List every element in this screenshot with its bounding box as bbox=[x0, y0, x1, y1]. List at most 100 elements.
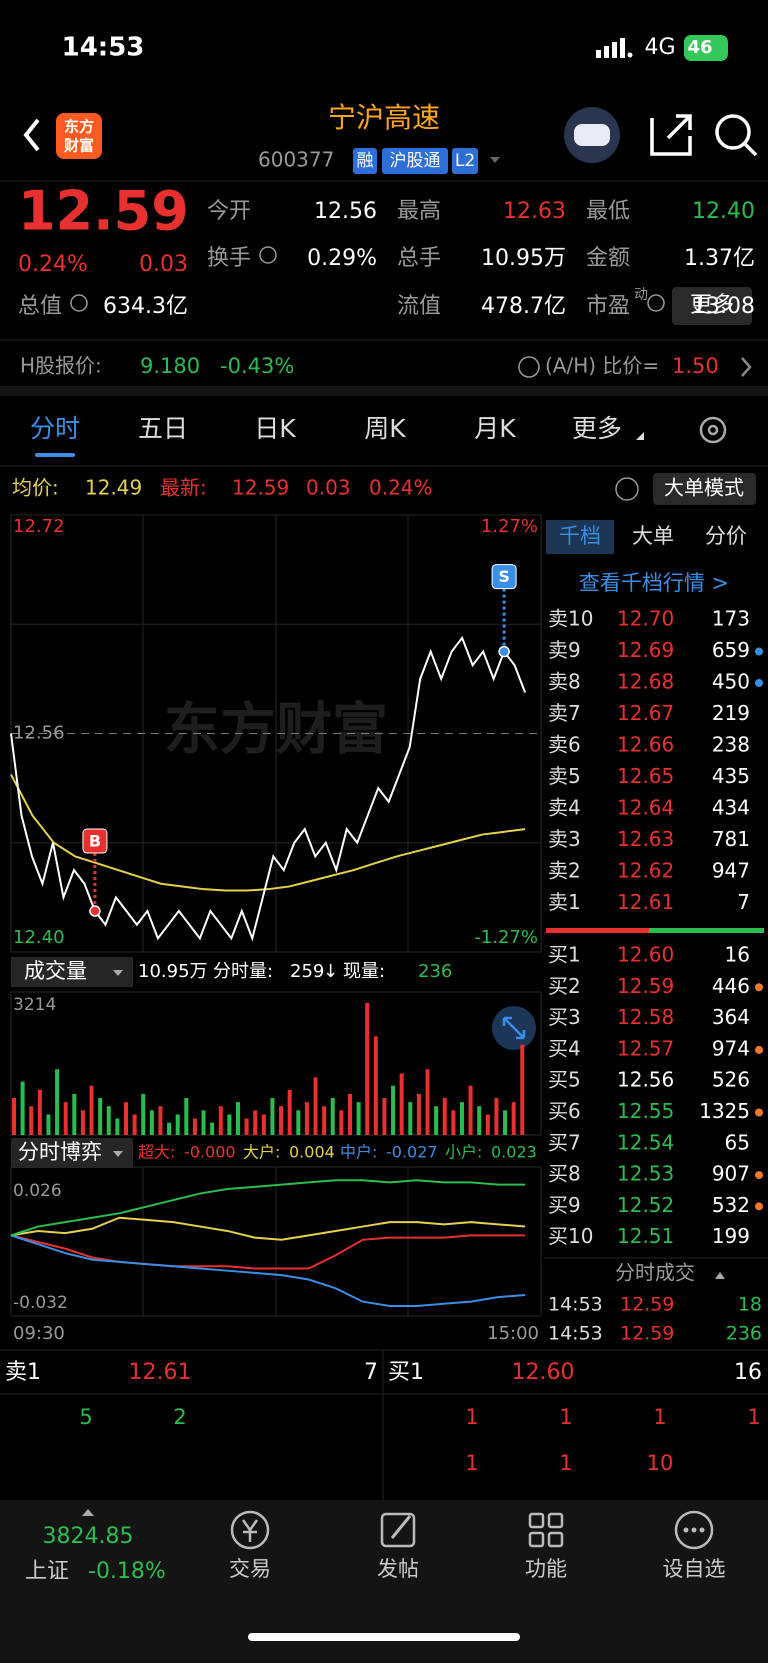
book-volume: 434 bbox=[712, 796, 750, 820]
book-price: 12.53 bbox=[617, 1162, 674, 1186]
settings-button[interactable] bbox=[699, 416, 727, 444]
tab[interactable]: 周K bbox=[364, 414, 406, 443]
tab[interactable]: 更多 bbox=[572, 414, 622, 443]
book-volume: 450 bbox=[712, 670, 750, 694]
level1-volume: 7 bbox=[364, 1360, 378, 1385]
collapse-caret bbox=[715, 1272, 725, 1279]
more-button[interactable] bbox=[672, 287, 752, 325]
hshare-label: H股报价: bbox=[20, 354, 102, 378]
book-price: 12.60 bbox=[617, 943, 674, 967]
trade-volume: 18 bbox=[738, 1294, 762, 1316]
volume-bar bbox=[322, 1106, 327, 1135]
app-logo bbox=[56, 113, 102, 159]
volume-bar bbox=[347, 1093, 352, 1135]
book-label: 买9 bbox=[548, 1193, 581, 1217]
book-price: 12.69 bbox=[617, 638, 674, 662]
tab[interactable]: 日K bbox=[254, 414, 296, 443]
queue-item: 1 bbox=[747, 1405, 760, 1429]
book-label: 买4 bbox=[548, 1036, 581, 1060]
volume-bar bbox=[46, 1114, 51, 1135]
legend-value: 0.004 bbox=[289, 1143, 335, 1162]
tab[interactable]: 月K bbox=[474, 414, 516, 443]
volume-bar bbox=[175, 1114, 180, 1135]
chevron bbox=[741, 357, 752, 377]
queue-item: 2 bbox=[173, 1405, 186, 1429]
nav-item[interactable]: 功能 bbox=[525, 1557, 567, 1581]
volume-bar bbox=[158, 1106, 163, 1135]
book-price: 12.59 bbox=[617, 974, 674, 998]
nav-item[interactable]: 发帖 bbox=[377, 1557, 419, 1581]
book-link[interactable]: 查看千档行情 > bbox=[579, 571, 729, 595]
book-label: 卖10 bbox=[548, 607, 593, 631]
volume-bar bbox=[296, 1110, 301, 1135]
badge-text: 沪股通 bbox=[390, 151, 441, 171]
level1-label: 买1 bbox=[388, 1360, 424, 1385]
book-price: 12.65 bbox=[617, 764, 674, 788]
book-volume: 65 bbox=[725, 1130, 750, 1154]
watchlist-dots bbox=[683, 1527, 705, 1533]
book-label: 卖6 bbox=[548, 733, 581, 757]
marker-badge bbox=[491, 564, 517, 590]
book-volume: 532 bbox=[712, 1193, 750, 1217]
badge bbox=[353, 148, 377, 174]
book-volume: 907 bbox=[712, 1162, 750, 1186]
book-tab[interactable]: 分价 bbox=[705, 524, 747, 548]
status-time: 14:53 bbox=[62, 33, 145, 63]
y-tick-label: -0.032 bbox=[13, 1293, 68, 1313]
big-order-button[interactable] bbox=[653, 473, 756, 505]
volume-bar bbox=[37, 1089, 42, 1135]
y-tick-label: 12.72 bbox=[13, 516, 65, 537]
volume-bar bbox=[408, 1102, 413, 1135]
y-tick-label: 12.40 bbox=[13, 927, 65, 948]
game-selector[interactable] bbox=[11, 1138, 133, 1168]
stat-value: 1.37亿 bbox=[684, 246, 755, 271]
badge-text: 融 bbox=[357, 151, 374, 171]
volume-bar bbox=[485, 1114, 490, 1135]
pencil bbox=[390, 1515, 412, 1539]
volume-bar bbox=[63, 1102, 68, 1135]
book-volume: 781 bbox=[712, 827, 750, 851]
book-price: 12.62 bbox=[617, 859, 674, 883]
tab[interactable]: 五日 bbox=[138, 414, 188, 443]
book-price: 12.52 bbox=[617, 1193, 674, 1217]
book-tab[interactable]: 千档 bbox=[559, 524, 601, 548]
tab[interactable]: 分时 bbox=[30, 414, 80, 443]
stat-label: 最低 bbox=[586, 199, 630, 224]
volume-bar bbox=[106, 1106, 111, 1135]
settings-inner bbox=[707, 424, 719, 436]
share-button[interactable] bbox=[650, 114, 692, 156]
trade-icon bbox=[230, 1510, 270, 1550]
game-label[interactable]: 分时博弈 bbox=[18, 1140, 102, 1164]
stat-label: 市盈 bbox=[586, 294, 630, 319]
big-order-label[interactable]: 大单模式 bbox=[664, 476, 744, 500]
y-tick-label: 12.56 bbox=[13, 723, 65, 744]
queue-item: 1 bbox=[465, 1451, 478, 1475]
back-button[interactable] bbox=[23, 118, 40, 152]
volume-bar bbox=[244, 1118, 249, 1135]
index-value[interactable]: 3824.85 bbox=[43, 1524, 134, 1549]
game-line bbox=[10, 1216, 526, 1241]
volume-label[interactable]: 成交量 bbox=[24, 959, 87, 983]
legend-name: 超大: bbox=[138, 1143, 175, 1162]
book-dot bbox=[755, 1108, 763, 1117]
volume-bar bbox=[253, 1110, 258, 1135]
book-tab[interactable]: 大单 bbox=[632, 524, 674, 548]
nav-item[interactable]: 交易 bbox=[229, 1557, 271, 1581]
expand-icon bbox=[502, 1016, 526, 1040]
volume-bar bbox=[201, 1110, 206, 1135]
volume-bar bbox=[149, 1110, 154, 1135]
book-volume: 974 bbox=[712, 1036, 750, 1060]
book-dot bbox=[755, 679, 763, 687]
stat-value: 12.63 bbox=[503, 199, 566, 224]
stat-label: 换手 bbox=[207, 246, 251, 271]
more-label[interactable]: 更多 bbox=[690, 293, 734, 318]
search-button[interactable] bbox=[715, 114, 751, 150]
volume-bar bbox=[218, 1106, 223, 1135]
ratio-value: 1.50 bbox=[672, 354, 719, 378]
marker-label: S bbox=[498, 567, 510, 586]
network: 4G bbox=[644, 35, 675, 60]
nav-item[interactable]: 设自选 bbox=[663, 1557, 726, 1581]
info-icon bbox=[647, 294, 665, 312]
volume-selector[interactable] bbox=[11, 957, 133, 987]
volume-bar bbox=[494, 1098, 499, 1135]
